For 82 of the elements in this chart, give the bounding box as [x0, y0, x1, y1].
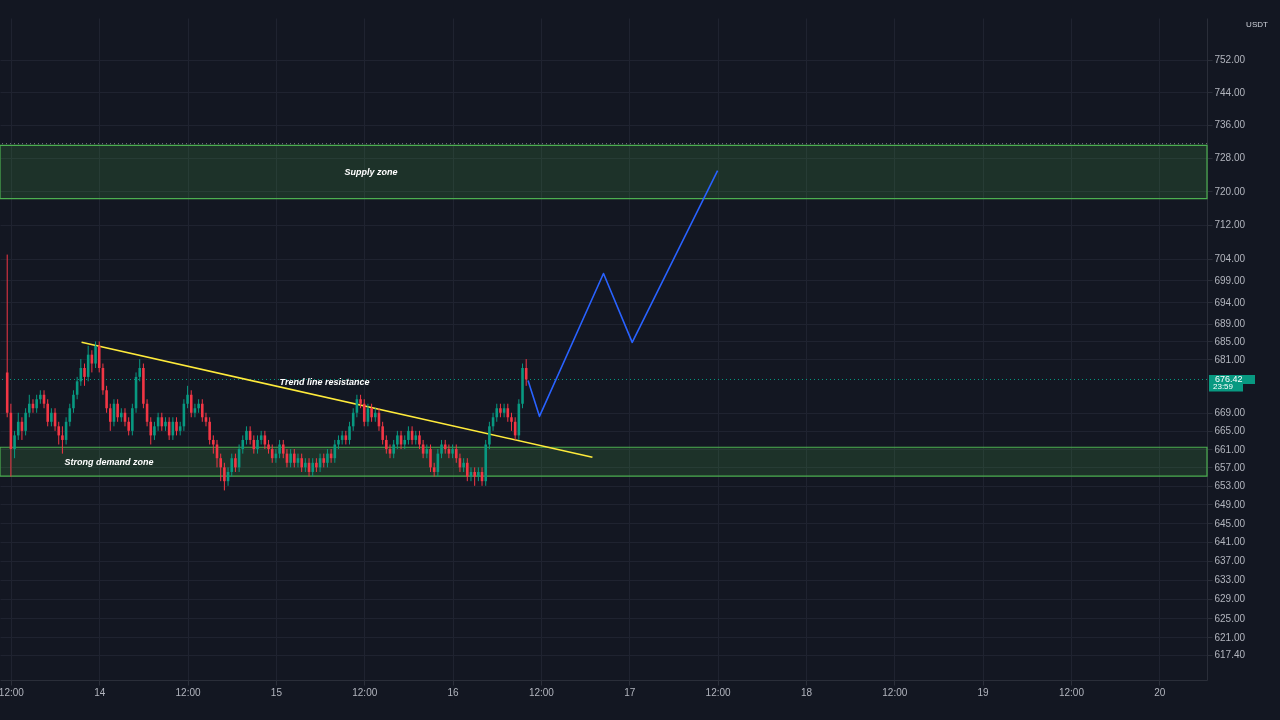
candlestick	[300, 453, 303, 473]
candlestick	[189, 389, 193, 418]
y-tick-label: 736.00	[1214, 119, 1246, 131]
candlestick	[234, 453, 237, 473]
band-label: Supply zone	[344, 166, 398, 177]
x-tick-label: 20	[1154, 686, 1166, 698]
candlestick	[278, 439, 281, 459]
candlestick	[13, 430, 16, 459]
candlestick	[16, 412, 20, 441]
candlestick	[94, 340, 97, 369]
y-tick-label: 621.00	[1214, 631, 1246, 643]
y-tick-label: 720.00	[1214, 185, 1246, 197]
band-label: Strong demand zone	[64, 456, 154, 467]
x-tick-label: 12:00	[175, 686, 202, 698]
x-tick-label: 18	[800, 686, 813, 698]
candlestick	[429, 444, 432, 473]
y-tick-label: 704.00	[1214, 253, 1246, 265]
candlestick	[208, 416, 211, 445]
candlestick	[289, 448, 292, 468]
candlestick	[50, 407, 53, 427]
candlestick	[510, 412, 513, 432]
y-tick-label: 625.00	[1214, 612, 1246, 624]
text: USDT	[1246, 20, 1268, 29]
candlestick	[506, 403, 510, 423]
y-tick-label: 653.00	[1214, 480, 1246, 492]
x-tick-label: 17	[624, 686, 636, 698]
y-tick-label: 645.00	[1214, 517, 1246, 529]
candlestick	[27, 394, 31, 418]
y-tick-label: 694.00	[1214, 296, 1246, 308]
candlestick	[362, 398, 366, 427]
candlestick	[392, 439, 395, 459]
y-tick-label: 633.00	[1214, 574, 1246, 586]
y-tick-label: 649.00	[1214, 498, 1246, 510]
candlestick	[326, 448, 329, 468]
candlestick	[116, 398, 119, 423]
y-tick-label: 685.00	[1214, 335, 1246, 347]
candlestick	[61, 425, 64, 455]
ref-line-label: 676.42	[1215, 374, 1243, 385]
candlestick	[396, 430, 399, 450]
candlestick	[175, 416, 178, 436]
y-tick-label: 752.00	[1214, 54, 1246, 66]
annotation: Trend line resistance	[279, 377, 370, 388]
candlestick	[524, 358, 528, 387]
x-tick-label: 19	[977, 686, 990, 698]
x-tick-label: 12:00	[1058, 686, 1085, 698]
x-tick-label: 12:00	[528, 686, 555, 698]
candlestick	[293, 448, 296, 468]
candlestick	[348, 421, 351, 445]
x-tick-label: 12:00	[0, 686, 25, 698]
candlestick	[108, 403, 112, 432]
candlestick	[83, 363, 86, 387]
x-tick-label: 14	[94, 686, 106, 698]
y-tick-label: 689.00	[1214, 318, 1246, 330]
y-tick-label: 629.00	[1214, 593, 1246, 605]
candlestick	[473, 466, 476, 487]
candlestick	[256, 434, 259, 455]
y-tick-label: 699.00	[1214, 274, 1246, 286]
text: 23:59	[1213, 382, 1234, 392]
y-tick-label: 617.40	[1214, 649, 1246, 661]
candlestick	[24, 407, 27, 436]
y-tick-label: 661.00	[1214, 443, 1246, 455]
candlestick	[270, 444, 274, 464]
candlestick	[370, 403, 373, 423]
candlestick	[385, 434, 388, 455]
y-tick-label: 681.00	[1214, 353, 1246, 365]
y-tick-label: 657.00	[1214, 461, 1246, 473]
x-tick-label: 16	[447, 686, 460, 698]
y-tick-label: 712.00	[1214, 219, 1246, 231]
y-tick-label: 641.00	[1214, 536, 1246, 548]
candlestick	[223, 462, 226, 491]
candlestick	[466, 457, 469, 482]
x-tick-label: 12:00	[705, 686, 732, 698]
y-tick-label: 669.00	[1214, 407, 1246, 419]
candlestick	[245, 425, 248, 445]
x-tick-label: 12:00	[882, 686, 908, 698]
y-tick-label: 744.00	[1214, 86, 1246, 98]
candlestick	[407, 425, 410, 445]
y-tick-label: 637.00	[1214, 555, 1246, 567]
y-tick-label: 728.00	[1214, 152, 1246, 164]
y-tick-label: 665.00	[1214, 425, 1246, 437]
x-tick-label: 12:00	[352, 686, 378, 698]
x-tick-label: 15	[270, 686, 283, 698]
